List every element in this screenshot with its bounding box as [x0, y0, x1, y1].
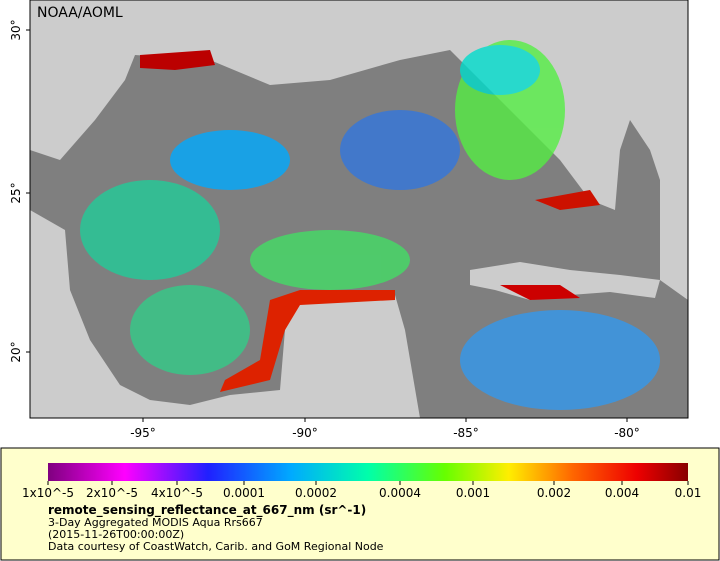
- lon-label: -90°: [292, 426, 318, 440]
- scale-label: 0.0004: [379, 486, 421, 500]
- lon-label: -80°: [614, 426, 640, 440]
- lon-label: -95°: [130, 426, 156, 440]
- coastal-band: [500, 285, 580, 300]
- scale-label: 0.0001: [223, 486, 265, 500]
- map: NOAA/AOML: [29, 0, 689, 419]
- coastal-band: [140, 50, 215, 70]
- legend-line: 3-Day Aggregated MODIS Aqua Rrs667: [48, 516, 263, 529]
- lon-label: -85°: [453, 426, 479, 440]
- scale-label: 1x10^-5: [22, 486, 74, 500]
- scale-label: 0.01: [675, 486, 702, 500]
- scale-label: 0.001: [456, 486, 490, 500]
- scale-label: 0.0002: [295, 486, 337, 500]
- scale-label: 0.002: [537, 486, 571, 500]
- map-frame: [29, 0, 689, 419]
- coastal-band: [535, 190, 600, 210]
- coastal-band: [220, 290, 395, 392]
- variable-name: remote_sensing_reflectance_at_667_nm (sr…: [48, 503, 366, 518]
- legend-line: (2015-11-26T00:00:00Z): [48, 528, 184, 541]
- scale-label: 2x10^-5: [86, 486, 138, 500]
- legend: 1x10^-5 2x10^-5 4x10^-5 0.0001 0.0002 0.0004 0…: [22, 481, 701, 553]
- lat-label: 25°: [9, 182, 23, 203]
- reflectance-field: [80, 40, 660, 410]
- axes: 30° 25° 20° -95° -90° -85° -80°: [9, 19, 640, 440]
- scale-label: 4x10^-5: [151, 486, 203, 500]
- colorbar: [48, 463, 688, 481]
- legend-line: Data courtesy of CoastWatch, Carib. and …: [48, 540, 384, 553]
- lat-label: 20°: [9, 341, 23, 362]
- credit: NOAA/AOML: [37, 5, 123, 21]
- scale-label: 0.004: [605, 486, 639, 500]
- lat-label: 30°: [9, 19, 23, 40]
